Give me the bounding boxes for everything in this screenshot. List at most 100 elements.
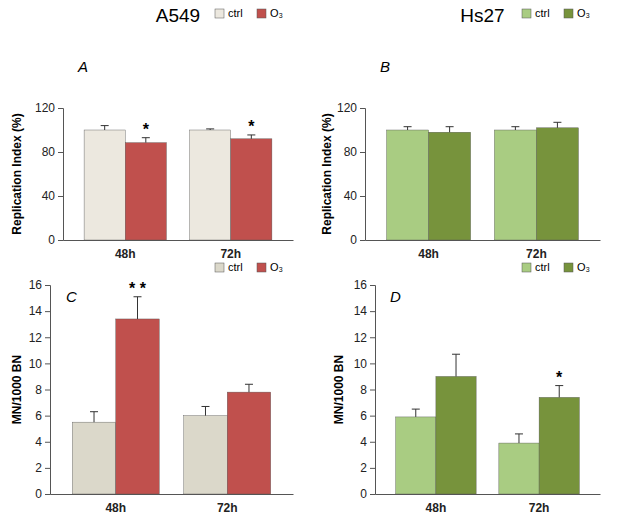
y-tick-label: 4 — [35, 435, 42, 449]
y-tick-mark — [45, 494, 50, 495]
error-stem — [104, 126, 105, 130]
y-tick: 16 — [354, 278, 375, 292]
bar — [227, 392, 270, 494]
y-tick-mark — [370, 390, 375, 391]
legend-item: O₃ — [257, 7, 283, 19]
y-tick-label: 120 — [35, 101, 55, 115]
y-tick: 2 — [35, 461, 50, 475]
y-tick: 4 — [35, 435, 50, 449]
error-cap — [511, 126, 519, 127]
error-stem — [415, 409, 416, 417]
y-tick-mark — [58, 240, 63, 241]
y-tick-mark — [45, 363, 50, 364]
bar — [539, 397, 579, 494]
legend-label: O₃ — [270, 261, 283, 273]
y-tick: 6 — [360, 409, 375, 423]
legend-label: O₃ — [577, 261, 590, 273]
y-axis: 0246810121416 — [29, 278, 51, 501]
significance: * * — [129, 280, 147, 297]
error-stem — [557, 122, 558, 128]
x-axis: 48h72h — [51, 494, 294, 515]
y-tick: 6 — [35, 409, 50, 423]
y-tick-mark — [45, 311, 50, 312]
plot-area — [396, 354, 580, 494]
y-axis: 0246810121416 — [354, 278, 376, 501]
y-tick-label: 2 — [360, 461, 367, 475]
y-axis: 0 40 80 120 — [35, 101, 64, 247]
x-tick-label: 48h — [426, 501, 447, 515]
panel-label: A — [77, 58, 88, 75]
legend-item: ctrl — [215, 261, 243, 273]
bar — [231, 139, 272, 240]
error-stem — [449, 127, 450, 133]
error-bar — [201, 406, 209, 415]
legend-label: O₃ — [270, 7, 283, 19]
bar — [436, 376, 476, 494]
legend-item: O₃ — [564, 261, 590, 273]
y-tick-label: 8 — [360, 383, 367, 397]
error-bar — [452, 354, 460, 376]
bar — [84, 130, 125, 240]
y-tick: 120 — [35, 101, 63, 115]
y-tick-label: 0 — [35, 487, 42, 501]
y-tick-mark — [360, 152, 365, 153]
y-tick-mark — [58, 152, 63, 153]
y-tick-label: 6 — [35, 409, 42, 423]
legend-item: O₃ — [564, 7, 590, 19]
y-tick: 0 — [350, 233, 365, 247]
panel-label: B — [380, 58, 390, 75]
y-tick-label: 16 — [354, 278, 368, 292]
y-tick-label: 12 — [354, 331, 368, 345]
y-tick-label: 2 — [35, 461, 42, 475]
bar — [125, 143, 166, 240]
legend: ctrl O₃ — [522, 7, 590, 19]
x-tick: 48h — [418, 240, 439, 261]
y-tick-mark — [370, 494, 375, 495]
y-tick-label: 14 — [354, 304, 368, 318]
x-axis-line — [376, 494, 601, 495]
y-axis-line — [360, 109, 366, 241]
y-tick-mark — [370, 416, 375, 417]
x-axis-line — [51, 494, 294, 495]
y-tick-mark — [370, 442, 375, 443]
error-bar — [412, 409, 420, 417]
plot-area — [84, 126, 272, 240]
y-tick: 120 — [337, 101, 365, 115]
error-stem — [145, 138, 146, 143]
error-bar — [404, 127, 412, 130]
error-stem — [456, 354, 457, 376]
y-tick-mark — [45, 416, 50, 417]
error-bar — [134, 297, 142, 319]
y-tick-label: 80 — [42, 145, 56, 159]
y-tick-mark — [370, 363, 375, 364]
legend-label: ctrl — [535, 7, 550, 19]
error-cap — [553, 122, 561, 123]
x-tick-label: 72h — [529, 501, 550, 515]
legend: ctrl O₃ — [215, 261, 283, 273]
legend-item: ctrl — [522, 7, 550, 19]
error-cap — [446, 126, 454, 127]
plot-area — [387, 122, 579, 240]
bar — [116, 319, 159, 494]
y-tick-mark — [360, 240, 365, 241]
x-tick: 72h — [529, 494, 550, 515]
y-tick: 0 — [48, 233, 63, 247]
x-tick-label: 48h — [105, 501, 126, 515]
x-tick: 48h — [115, 240, 136, 261]
panel: * *024681012141648h72hMN/1000 BNCctrlO₃ — [10, 261, 293, 515]
legend-swatch — [522, 9, 531, 18]
legend-item: ctrl — [215, 7, 243, 19]
legend-swatch — [522, 263, 531, 272]
y-tick-label: 0 — [48, 233, 55, 247]
panel-label: C — [66, 288, 77, 305]
y-tick-label: 6 — [360, 409, 367, 423]
error-cap — [201, 406, 209, 407]
x-tick: 72h — [220, 240, 241, 261]
y-tick: 80 — [344, 145, 365, 159]
y-tick: 40 — [42, 189, 63, 203]
legend-item: O₃ — [257, 261, 283, 273]
significance: * — [143, 121, 150, 138]
error-bar — [142, 138, 150, 143]
y-tick-label: 10 — [354, 357, 368, 371]
figure: **0408012048h72hReplication Index (%)A54… — [0, 0, 639, 519]
